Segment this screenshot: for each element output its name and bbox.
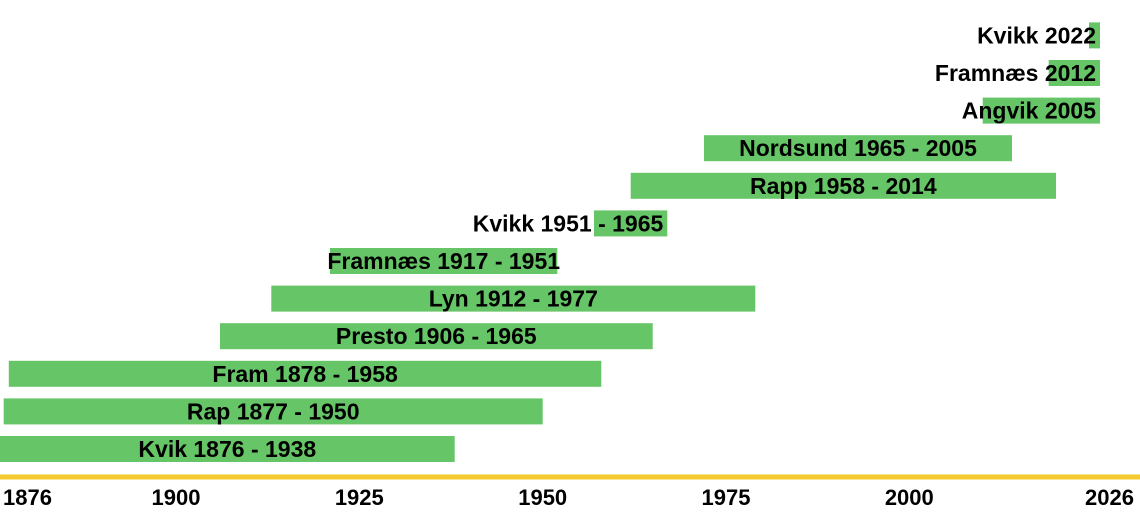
bar-label: Rapp 1958 - 2014 — [750, 173, 937, 199]
x-tick-label: 1950 — [518, 485, 567, 510]
timeline-bar — [0, 436, 455, 462]
bar-label: Lyn 1912 - 1977 — [429, 286, 598, 312]
x-tick-label: 1975 — [702, 485, 751, 510]
bar-label: Rap 1877 - 1950 — [187, 398, 360, 424]
axis-tick-labels: 1876 1900 1925 1950 1975 2000 2026 — [3, 485, 1134, 510]
bar-label: Kvik 1876 - 1938 — [138, 436, 316, 462]
bar-label: Nordsund 1965 - 2005 — [739, 135, 977, 161]
x-tick-label: 1925 — [335, 485, 384, 510]
bar-label: Kvikk 1951 - 1965 — [473, 210, 664, 236]
timeline-bar — [1089, 22, 1100, 49]
timeline-bar — [330, 248, 558, 274]
x-tick-label: 1876 — [3, 485, 52, 510]
timeline-bar — [271, 285, 756, 312]
bar-label: Framnæs 1917 - 1951 — [327, 248, 560, 274]
timeline-bar — [3, 398, 543, 425]
x-tick-label: 2000 — [885, 485, 934, 510]
bar-label: Angvik 2005 — [962, 98, 1096, 124]
timeline-bar — [1048, 60, 1100, 86]
timeline-bar — [704, 135, 1012, 162]
bars-layer — [0, 22, 1100, 462]
bar-label: Kvikk 2022 — [977, 22, 1096, 48]
bar-label: Framnæs 2012 — [935, 60, 1096, 86]
timeline-bar — [982, 97, 1100, 124]
x-tick-label: 1900 — [152, 485, 201, 510]
bar-label: Fram 1878 - 1958 — [212, 361, 398, 387]
bar-label: Presto 1906 - 1965 — [336, 323, 537, 349]
timeline-bar — [220, 323, 653, 350]
timeline-bar — [8, 360, 602, 387]
x-tick-label: 2026 — [1085, 485, 1134, 510]
bar-labels-layer: Kvik 1876 - 1938 Rap 1877 - 1950 Fram 1878… — [138, 22, 1096, 462]
timeline-bar — [594, 210, 668, 237]
timeline-bar — [630, 172, 1056, 199]
